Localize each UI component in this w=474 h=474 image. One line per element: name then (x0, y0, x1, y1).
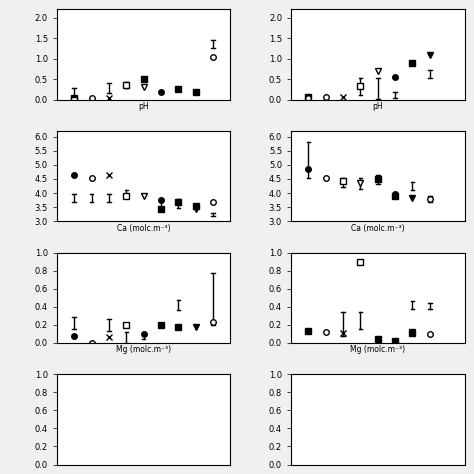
Text: pH: pH (138, 102, 149, 111)
Text: Ca (molc.m⁻³): Ca (molc.m⁻³) (351, 224, 405, 233)
Text: Ca (molc.m⁻³): Ca (molc.m⁻³) (117, 224, 171, 233)
Text: Mg (molc.m⁻³): Mg (molc.m⁻³) (350, 345, 405, 354)
Text: pH: pH (373, 102, 383, 111)
Text: Mg (molc.m⁻³): Mg (molc.m⁻³) (116, 345, 171, 354)
